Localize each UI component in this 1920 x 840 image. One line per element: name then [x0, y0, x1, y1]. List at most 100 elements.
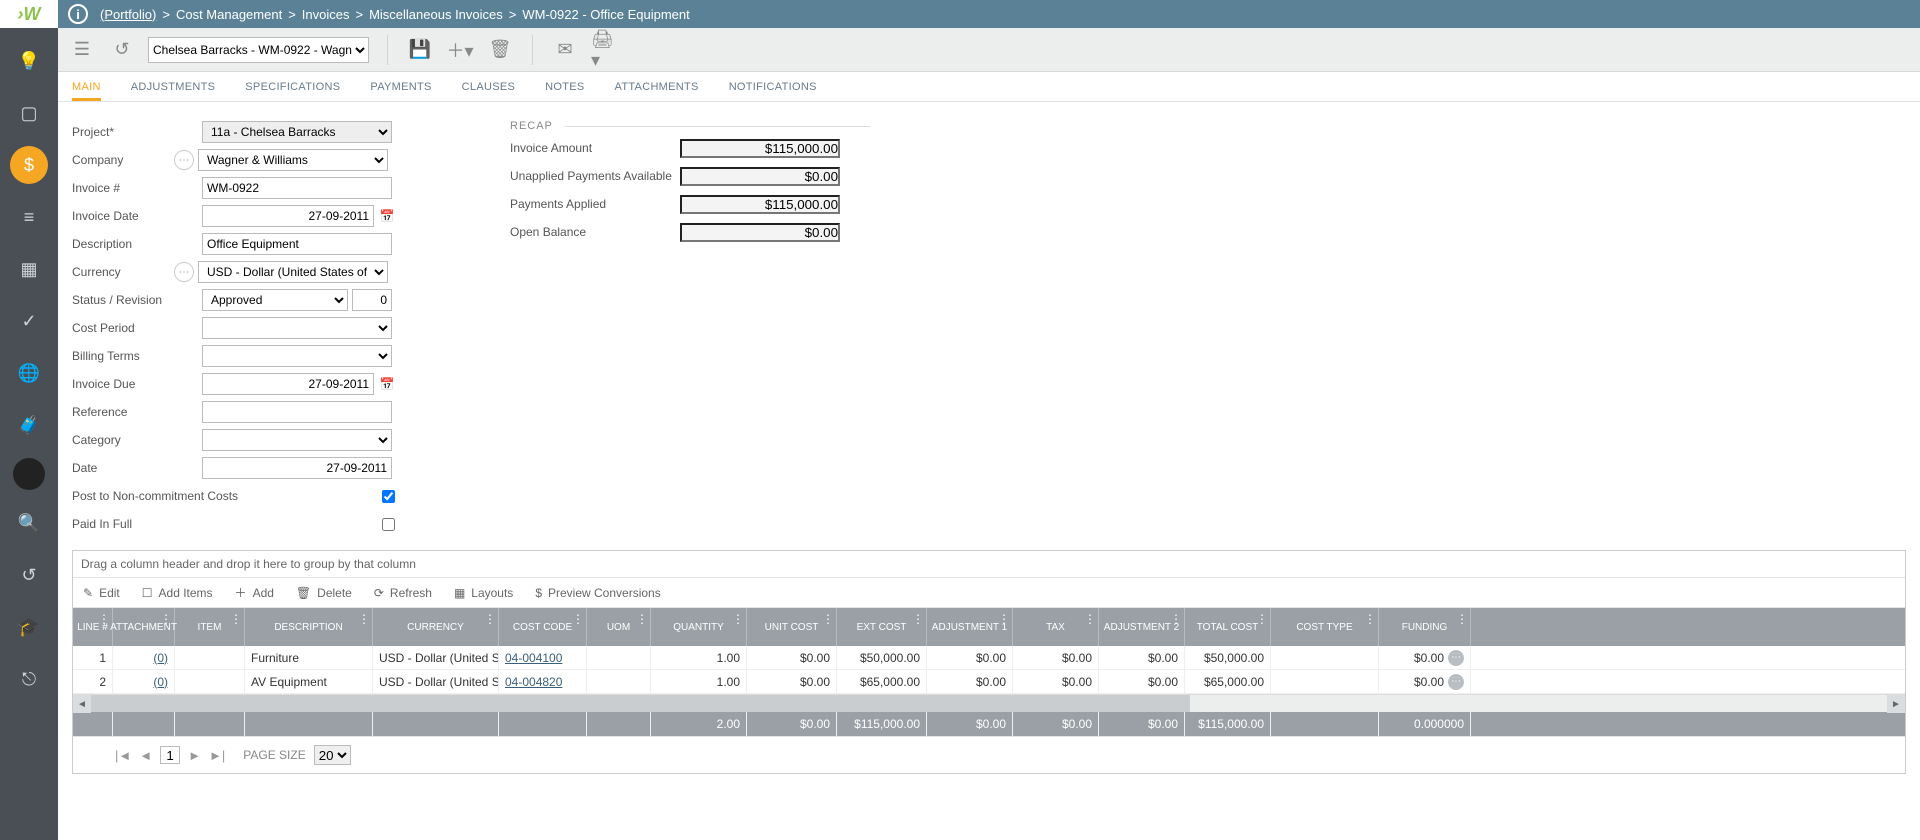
grid-add-button[interactable]: ＋ Add	[235, 584, 274, 601]
save-icon[interactable]: 💾	[406, 36, 434, 64]
tab-main[interactable]: MAIN	[72, 81, 101, 101]
total-total: $115,000.00	[1185, 712, 1271, 736]
scroll-left-icon[interactable]: ◄	[73, 695, 91, 713]
col-item[interactable]: ITEM⋮	[175, 608, 245, 646]
info-icon[interactable]: i	[68, 4, 88, 24]
grid-refresh-button[interactable]: ⟳ Refresh	[374, 586, 432, 600]
post-noncommit-checkbox[interactable]	[382, 490, 395, 503]
pager-prev-icon[interactable]: ◄	[139, 748, 152, 763]
col-line[interactable]: LINE #⋮	[73, 608, 113, 646]
grid-body: 1 (0) Furniture USD - Dollar (United Sta…	[73, 646, 1905, 694]
nav-ideas-icon[interactable]: 💡	[10, 42, 48, 80]
nav-clipboard-icon[interactable]: ▢	[10, 94, 48, 132]
pager-page-input[interactable]	[160, 746, 180, 764]
nav-check-icon[interactable]: ✓	[10, 302, 48, 340]
context-select[interactable]: Chelsea Barracks - WM-0922 - Wagn	[148, 37, 369, 63]
list-icon[interactable]: ☰	[68, 36, 96, 64]
invoice-no-input[interactable]	[202, 177, 392, 199]
currency-select[interactable]: USD - Dollar (United States of Ameri	[198, 261, 388, 283]
grid-additems-button[interactable]: ☐ Add Items	[142, 586, 213, 600]
tab-payments[interactable]: PAYMENTS	[370, 81, 431, 101]
undo-icon[interactable]: ↺	[108, 36, 136, 64]
crumb-portfolio[interactable]: (Portfolio)	[100, 7, 156, 22]
col-costcode[interactable]: COST CODE⋮	[499, 608, 587, 646]
pager-size-select[interactable]: 20	[314, 745, 351, 765]
grid-edit-button[interactable]: ✎ Edit	[83, 586, 120, 600]
total-a1: $0.00	[927, 712, 1013, 736]
calendar-icon[interactable]: 📅	[378, 375, 396, 393]
app-logo[interactable]: ›W	[0, 0, 58, 28]
col-description[interactable]: DESCRIPTION⋮	[245, 608, 373, 646]
status-select[interactable]: Approved	[202, 289, 348, 311]
nav-building-icon[interactable]: ▦	[10, 250, 48, 288]
tab-adjustments[interactable]: ADJUSTMENTS	[131, 81, 216, 101]
col-adj1[interactable]: ADJUSTMENT 1⋮	[927, 608, 1013, 646]
pager-next-icon[interactable]: ►	[188, 748, 201, 763]
col-totalcost[interactable]: TOTAL COST⋮	[1185, 608, 1271, 646]
nav-search-icon[interactable]: 🔍	[10, 504, 48, 542]
nav-logout-icon[interactable]: ⎋	[10, 660, 48, 698]
tab-attachments[interactable]: ATTACHMENTS	[615, 81, 699, 101]
col-attachment[interactable]: ATTACHMENT⋮	[113, 608, 175, 646]
crumb-1[interactable]: Cost Management	[176, 7, 282, 22]
scroll-thumb[interactable]	[91, 695, 1190, 712]
crumb-3[interactable]: Miscellaneous Invoices	[369, 7, 503, 22]
col-currency[interactable]: CURRENCY⋮	[373, 608, 499, 646]
nav-learn-icon[interactable]: 🎓	[10, 608, 48, 646]
col-unitcost[interactable]: UNIT COST⋮	[747, 608, 837, 646]
reference-input[interactable]	[202, 401, 392, 423]
nav-briefcase-icon[interactable]: 🧳	[10, 406, 48, 444]
lbl-date: Date	[72, 461, 202, 475]
email-icon[interactable]: ✉	[551, 36, 579, 64]
tab-notes[interactable]: NOTES	[545, 81, 584, 101]
calendar-icon[interactable]: 📅	[378, 207, 396, 225]
tab-notifications[interactable]: NOTIFICATIONS	[729, 81, 817, 101]
grid-group-hint[interactable]: Drag a column header and drop it here to…	[73, 551, 1905, 578]
user-avatar[interactable]	[13, 458, 45, 490]
cost-period-select[interactable]	[202, 317, 392, 339]
revision-input[interactable]	[352, 289, 392, 311]
col-quantity[interactable]: QUANTITY⋮	[651, 608, 747, 646]
invoice-due-input[interactable]	[202, 373, 374, 395]
lbl-invoice-date: Invoice Date	[72, 209, 202, 223]
company-lookup-icon[interactable]: ⋯	[174, 150, 194, 170]
col-funding[interactable]: FUNDING⋮	[1379, 608, 1471, 646]
company-select[interactable]: Wagner & Williams	[198, 149, 388, 171]
scroll-right-icon[interactable]: ►	[1887, 695, 1905, 713]
col-tax[interactable]: TAX⋮	[1013, 608, 1099, 646]
date-input[interactable]	[202, 457, 392, 479]
delete-icon[interactable]: 🗑	[486, 36, 514, 64]
category-select[interactable]	[202, 429, 392, 451]
table-row[interactable]: 1 (0) Furniture USD - Dollar (United Sta…	[73, 646, 1905, 670]
lbl-paid-in-full: Paid In Full	[72, 517, 382, 531]
nav-history-icon[interactable]: ↺	[10, 556, 48, 594]
crumb-2[interactable]: Invoices	[302, 7, 350, 22]
billing-terms-select[interactable]	[202, 345, 392, 367]
lbl-invoice-amount: Invoice Amount	[510, 141, 680, 155]
print-icon[interactable]: 🖨▾	[591, 36, 619, 64]
col-adj2[interactable]: ADJUSTMENT 2⋮	[1099, 608, 1185, 646]
project-select[interactable]: 11a - Chelsea Barracks	[202, 121, 392, 143]
grid-horizontal-scroll[interactable]: ◄ ►	[73, 694, 1905, 712]
currency-lookup-icon[interactable]: ⋯	[174, 262, 194, 282]
pager-last-icon[interactable]: ►|	[209, 748, 225, 763]
tab-clauses[interactable]: CLAUSES	[462, 81, 515, 101]
grid-delete-button[interactable]: 🗑 Delete	[296, 586, 352, 600]
table-row[interactable]: 2 (0) AV Equipment USD - Dollar (United …	[73, 670, 1905, 694]
pager-first-icon[interactable]: |◄	[115, 748, 131, 763]
col-uom[interactable]: UOM⋮	[587, 608, 651, 646]
grid-layouts-button[interactable]: ▦ Layouts	[454, 586, 513, 600]
add-icon[interactable]: ＋▾	[446, 36, 474, 64]
tab-specifications[interactable]: SPECIFICATIONS	[245, 81, 340, 101]
nav-align-icon[interactable]: ≡	[10, 198, 48, 236]
nav-cost-icon[interactable]: $	[10, 146, 48, 184]
col-extcost[interactable]: EXT COST⋮	[837, 608, 927, 646]
grid-preview-button[interactable]: $ Preview Conversions	[535, 586, 660, 600]
crumb-4: WM-0922 - Office Equipment	[522, 7, 689, 22]
invoice-date-input[interactable]	[202, 205, 374, 227]
paid-in-full-checkbox[interactable]	[382, 518, 395, 531]
nav-globe-icon[interactable]: 🌐	[10, 354, 48, 392]
description-input[interactable]	[202, 233, 392, 255]
total-tax: $0.00	[1013, 712, 1099, 736]
col-costtype[interactable]: COST TYPE⋮	[1271, 608, 1379, 646]
